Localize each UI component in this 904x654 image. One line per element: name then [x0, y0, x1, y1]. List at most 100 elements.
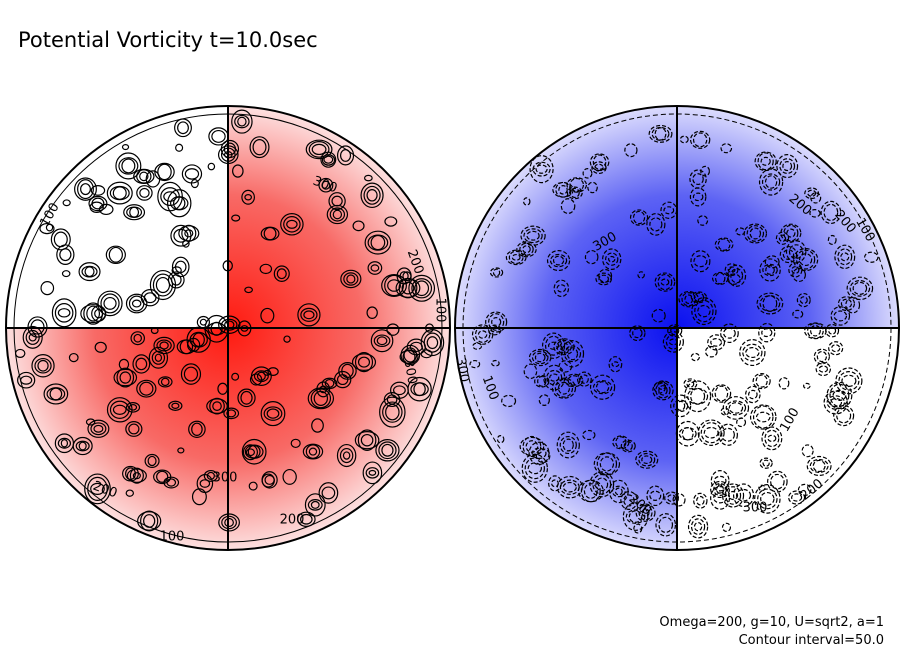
contour [522, 197, 531, 206]
contour [690, 518, 706, 535]
contour [77, 179, 94, 200]
contour [602, 248, 622, 270]
contour [125, 489, 135, 497]
contour [119, 371, 132, 384]
contour [823, 203, 839, 222]
contour [352, 220, 365, 232]
chart-title: Potential Vorticity t=10.0sec [18, 28, 318, 52]
contour [249, 373, 263, 386]
contour [80, 304, 107, 324]
contour [260, 307, 275, 324]
contour [140, 289, 160, 307]
contour [559, 435, 577, 455]
contour [395, 278, 421, 298]
contour [546, 250, 571, 272]
contour [157, 376, 173, 388]
contour [826, 381, 853, 409]
contour [93, 424, 104, 433]
contour [796, 292, 811, 308]
contour [788, 490, 806, 505]
contour [758, 484, 766, 492]
contour [764, 175, 778, 189]
contour [657, 273, 673, 291]
contour [420, 329, 445, 357]
contour [608, 479, 629, 504]
contour [864, 251, 879, 263]
contour [806, 455, 832, 477]
contour [778, 377, 790, 390]
contour [166, 189, 192, 218]
contour [543, 364, 566, 391]
contour [687, 514, 709, 539]
contour [584, 249, 599, 265]
contour [393, 385, 406, 396]
contour [788, 244, 804, 260]
contour [703, 426, 719, 439]
contour [109, 185, 130, 201]
contour-label: 100 [433, 298, 448, 323]
contour [807, 189, 817, 197]
contour [143, 292, 157, 304]
contour [566, 186, 583, 200]
contour [384, 274, 404, 297]
contour [139, 171, 149, 182]
contour [381, 443, 394, 457]
contour [231, 372, 240, 381]
contour [727, 490, 739, 501]
contour [798, 253, 813, 267]
contour [783, 224, 799, 242]
contour [31, 354, 55, 378]
contour [75, 440, 90, 452]
contour [171, 266, 182, 275]
contour [579, 374, 589, 384]
contour [710, 480, 731, 499]
contour [670, 325, 680, 336]
contour [535, 448, 551, 464]
contour [840, 252, 850, 262]
contour [797, 483, 812, 497]
contour [692, 132, 708, 148]
contour [693, 255, 708, 268]
contour [81, 265, 98, 278]
contour [754, 484, 781, 514]
contour [782, 161, 793, 172]
contour [838, 371, 860, 391]
contour [849, 279, 871, 297]
contour [605, 252, 619, 266]
contour [125, 293, 148, 314]
contour [660, 278, 670, 286]
contour [85, 418, 96, 426]
contour [541, 332, 566, 359]
contour [173, 228, 189, 243]
contour [491, 317, 502, 328]
contour [108, 246, 123, 263]
contour [620, 439, 636, 453]
contour [693, 492, 708, 509]
contour [263, 369, 272, 376]
contour [399, 349, 419, 364]
contour [17, 371, 36, 389]
contour [248, 481, 258, 491]
contour [103, 296, 117, 310]
contour [693, 292, 705, 303]
contour [283, 335, 291, 343]
contour [623, 441, 633, 451]
contour [535, 164, 548, 174]
contour [133, 168, 155, 185]
contour [556, 475, 583, 499]
contour [171, 256, 190, 278]
contour [697, 215, 709, 226]
contour [825, 323, 840, 338]
contour [329, 207, 346, 222]
contour [782, 249, 795, 260]
contour [767, 470, 788, 493]
contour [87, 476, 108, 501]
contour [635, 450, 659, 469]
contour [160, 377, 170, 387]
contour [681, 292, 697, 307]
contour [611, 361, 620, 368]
contour [249, 136, 270, 159]
contour [106, 397, 133, 423]
contour [646, 213, 666, 236]
contour [310, 388, 332, 409]
